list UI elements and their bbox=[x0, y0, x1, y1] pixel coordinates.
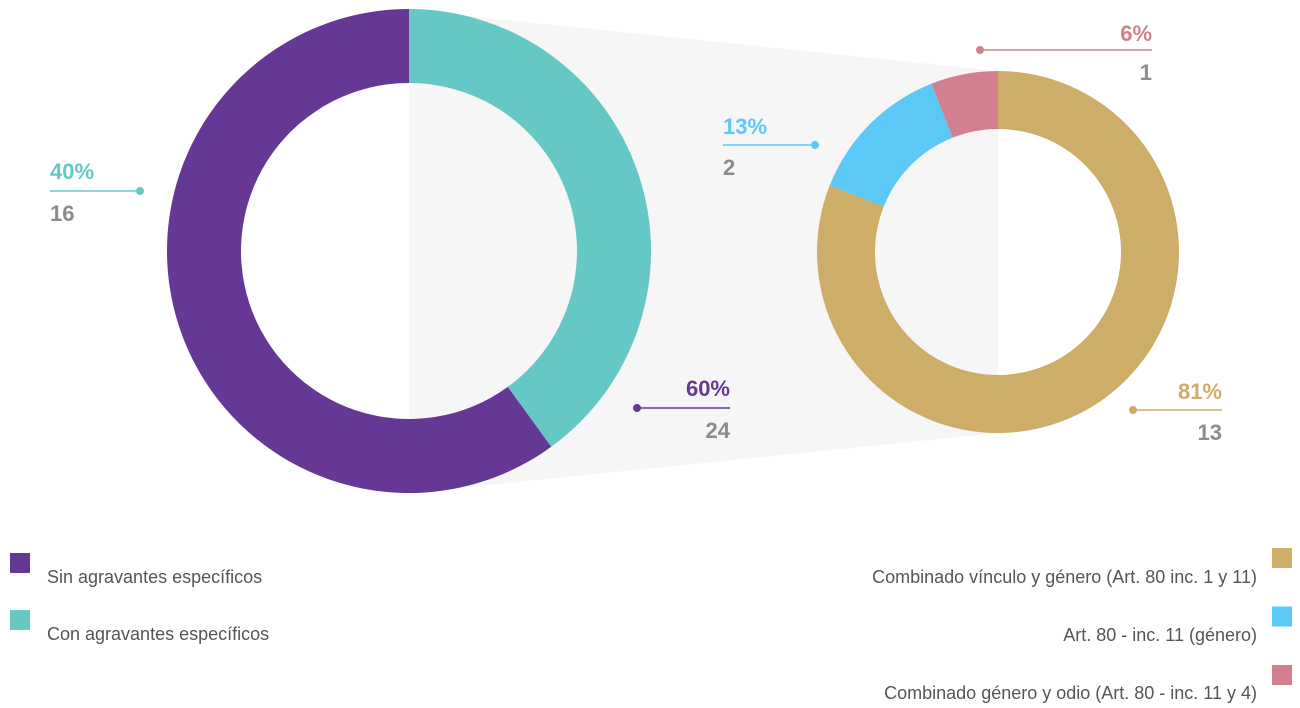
callout-dot bbox=[1129, 406, 1137, 414]
legend-swatch bbox=[10, 610, 30, 630]
slice bbox=[931, 71, 998, 138]
legend-label: Art. 80 - inc. 11 (género) bbox=[1063, 625, 1257, 645]
count-label: 1 bbox=[1140, 60, 1152, 85]
legend-label: Combinado vínculo y género (Art. 80 inc.… bbox=[872, 567, 1257, 587]
percent-label: 6% bbox=[1120, 21, 1152, 46]
count-label: 24 bbox=[706, 418, 731, 443]
count-label: 16 bbox=[50, 201, 74, 226]
slice bbox=[166, 9, 552, 493]
percent-label: 40% bbox=[50, 159, 94, 184]
legend-swatch bbox=[1272, 548, 1292, 568]
callout-dot bbox=[136, 187, 144, 195]
legend-swatch bbox=[1272, 606, 1292, 627]
slice bbox=[829, 83, 953, 207]
percent-label: 60% bbox=[686, 376, 730, 401]
count-label: 2 bbox=[723, 155, 735, 180]
percent-label: 81% bbox=[1178, 379, 1222, 404]
legend-swatch bbox=[1272, 665, 1292, 685]
legend-label: Sin agravantes específicos bbox=[47, 567, 262, 587]
slice bbox=[409, 9, 651, 447]
slice bbox=[817, 71, 1179, 434]
legend-swatch bbox=[10, 553, 30, 573]
count-label: 13 bbox=[1198, 420, 1222, 445]
callout-dot bbox=[976, 46, 984, 54]
percent-label: 13% bbox=[723, 114, 767, 139]
callout-dot bbox=[633, 404, 641, 412]
legend-label: Combinado género y odio (Art. 80 - inc. … bbox=[884, 683, 1257, 703]
legend-label: Con agravantes específicos bbox=[47, 624, 269, 644]
callout-dot bbox=[811, 141, 819, 149]
